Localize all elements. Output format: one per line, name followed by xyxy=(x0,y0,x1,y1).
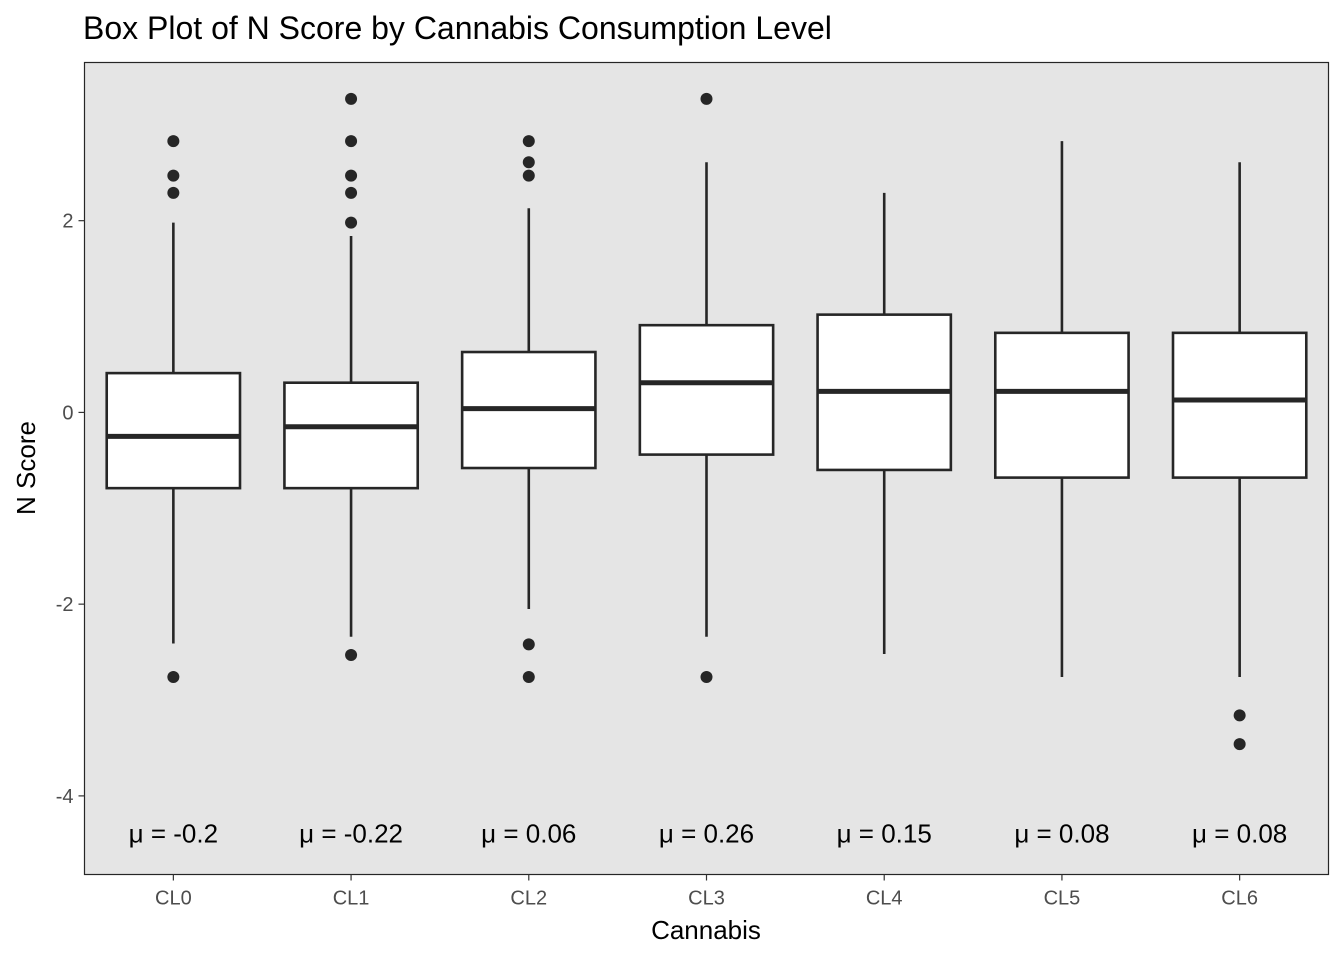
outlier-point xyxy=(522,156,535,169)
outlier-point xyxy=(522,135,535,148)
y-tick-label: -2 xyxy=(56,594,74,616)
mean-label: μ = 0.06 xyxy=(481,818,576,848)
chart-title: Box Plot of N Score by Cannabis Consumpt… xyxy=(83,10,832,46)
x-tick-label: CL4 xyxy=(866,888,903,910)
x-tick-label: CL1 xyxy=(333,888,370,910)
outlier-point xyxy=(700,92,713,105)
x-tick-label: CL6 xyxy=(1221,888,1258,910)
box-cl1 xyxy=(283,92,420,661)
box-cl2 xyxy=(460,135,597,684)
outlier-point xyxy=(522,671,535,684)
iqr-box xyxy=(283,381,420,490)
y-axis-title: N Score xyxy=(11,421,41,515)
outlier-point xyxy=(345,648,358,661)
y-tick-label: 2 xyxy=(62,211,73,233)
mean-label: μ = 0.08 xyxy=(1192,818,1287,848)
iqr-box xyxy=(1171,331,1308,479)
outlier-point xyxy=(345,135,358,148)
outlier-point xyxy=(345,186,358,199)
box-cl5 xyxy=(993,141,1130,678)
x-tick-label: CL0 xyxy=(155,888,192,910)
outlier-point xyxy=(522,169,535,182)
outlier-point xyxy=(522,638,535,651)
iqr-box xyxy=(105,371,242,490)
outlier-point xyxy=(167,135,180,148)
mean-labels-layer: μ = -0.2 μ = -0.22 μ = 0.06 μ = 0.26 μ = 0.1… xyxy=(129,818,1288,848)
y-tick-label: 0 xyxy=(62,402,73,424)
mean-label: μ = -0.22 xyxy=(299,818,403,848)
x-axis-title: Cannabis xyxy=(651,915,761,945)
x-tick-label: CL3 xyxy=(688,888,725,910)
outlier-point xyxy=(1233,709,1246,722)
box-cl4 xyxy=(816,192,953,655)
outlier-point xyxy=(1233,738,1246,751)
outlier-point xyxy=(700,671,713,684)
outlier-point xyxy=(345,92,358,105)
x-axis: CL0 CL1 CL2 CL3 CL4 CL5 CL6 xyxy=(155,874,1258,910)
outlier-point xyxy=(167,169,180,182)
y-tick-label: -4 xyxy=(56,786,74,808)
y-axis: 2 0 -2 -4 xyxy=(56,211,85,808)
mean-label: μ = 0.08 xyxy=(1014,818,1109,848)
mean-label: μ = 0.26 xyxy=(659,818,754,848)
mean-label: μ = -0.2 xyxy=(129,818,218,848)
box-cl6 xyxy=(1171,162,1308,751)
box-cl3 xyxy=(638,92,775,684)
mean-label: μ = 0.15 xyxy=(837,818,932,848)
x-tick-label: CL5 xyxy=(1044,888,1081,910)
outlier-point xyxy=(345,216,358,229)
x-tick-label: CL2 xyxy=(510,888,547,910)
outlier-point xyxy=(345,169,358,182)
box-cl0 xyxy=(105,135,242,684)
boxes-layer xyxy=(105,92,1308,751)
outlier-point xyxy=(167,671,180,684)
iqr-box xyxy=(638,323,775,456)
iqr-box xyxy=(993,331,1130,479)
outlier-point xyxy=(167,186,180,199)
